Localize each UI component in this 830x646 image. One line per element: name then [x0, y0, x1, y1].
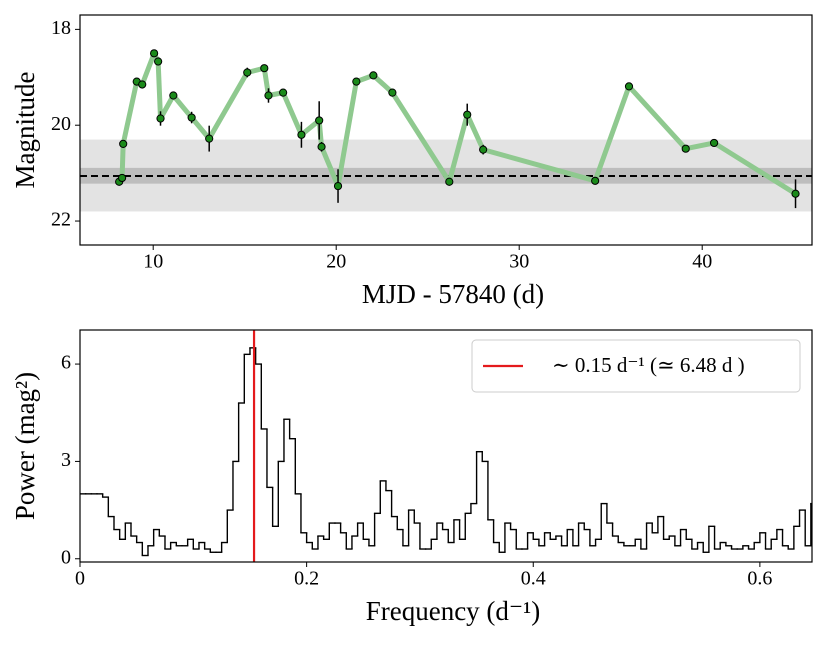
- data-point: [333, 181, 343, 191]
- x-tick-label: 30: [509, 251, 529, 273]
- data-point: [297, 130, 306, 139]
- y-axis-label: Power (mag²): [10, 372, 40, 520]
- data-point: [264, 91, 273, 100]
- data-point: [591, 176, 600, 185]
- x-tick-label: 0.6: [747, 568, 772, 590]
- axes-frame: [79, 14, 813, 246]
- x-tick-label: 0.2: [294, 568, 319, 590]
- y-tick-label: 3: [61, 449, 71, 471]
- x-tick-label: 20: [326, 251, 346, 273]
- data-point: [138, 80, 147, 89]
- y-tick-label: 22: [51, 209, 71, 231]
- data-point: [119, 139, 128, 148]
- data-point: [187, 113, 196, 122]
- data-point: [317, 142, 326, 151]
- data-point: [624, 82, 634, 91]
- y-tick-label: 20: [51, 113, 71, 135]
- data-point: [156, 114, 165, 123]
- data-point: [463, 110, 472, 119]
- x-axis-label: MJD - 57840 (d): [362, 279, 544, 309]
- data-point: [243, 68, 252, 77]
- legend-box: [471, 339, 801, 393]
- data-point: [150, 49, 159, 58]
- data-point: [791, 189, 800, 198]
- x-tick-label: 10: [143, 251, 163, 273]
- x-tick-label: 0.4: [521, 568, 546, 590]
- y-tick-label: 18: [51, 17, 71, 39]
- data-point: [388, 88, 397, 97]
- x-tick-label: 0: [75, 568, 85, 590]
- plot-area: [80, 330, 812, 562]
- light-curve: [117, 50, 797, 196]
- data-point: [260, 64, 269, 73]
- plot-area: [80, 49, 812, 212]
- data-point: [315, 116, 324, 125]
- y-tick-label: 6: [61, 352, 71, 374]
- legend-label: ∼ 0.15 d⁻¹ (≃ 6.48 d ): [552, 353, 745, 377]
- data-point: [169, 91, 178, 100]
- x-axis-label: Frequency (d⁻¹): [366, 596, 541, 626]
- axes-frame: [79, 329, 813, 563]
- data-point: [445, 177, 454, 186]
- y-axis-label: Magnitude: [10, 71, 40, 188]
- data-point: [479, 145, 488, 154]
- data-point: [117, 173, 127, 183]
- data-point: [205, 134, 214, 143]
- data-point: [154, 57, 163, 66]
- x-tick-label: 40: [692, 251, 712, 273]
- data-point: [709, 138, 719, 148]
- data-point: [681, 144, 690, 153]
- y-tick-label: 0: [61, 546, 71, 568]
- data-point: [369, 71, 378, 80]
- data-point: [352, 77, 361, 86]
- data-point: [279, 88, 288, 97]
